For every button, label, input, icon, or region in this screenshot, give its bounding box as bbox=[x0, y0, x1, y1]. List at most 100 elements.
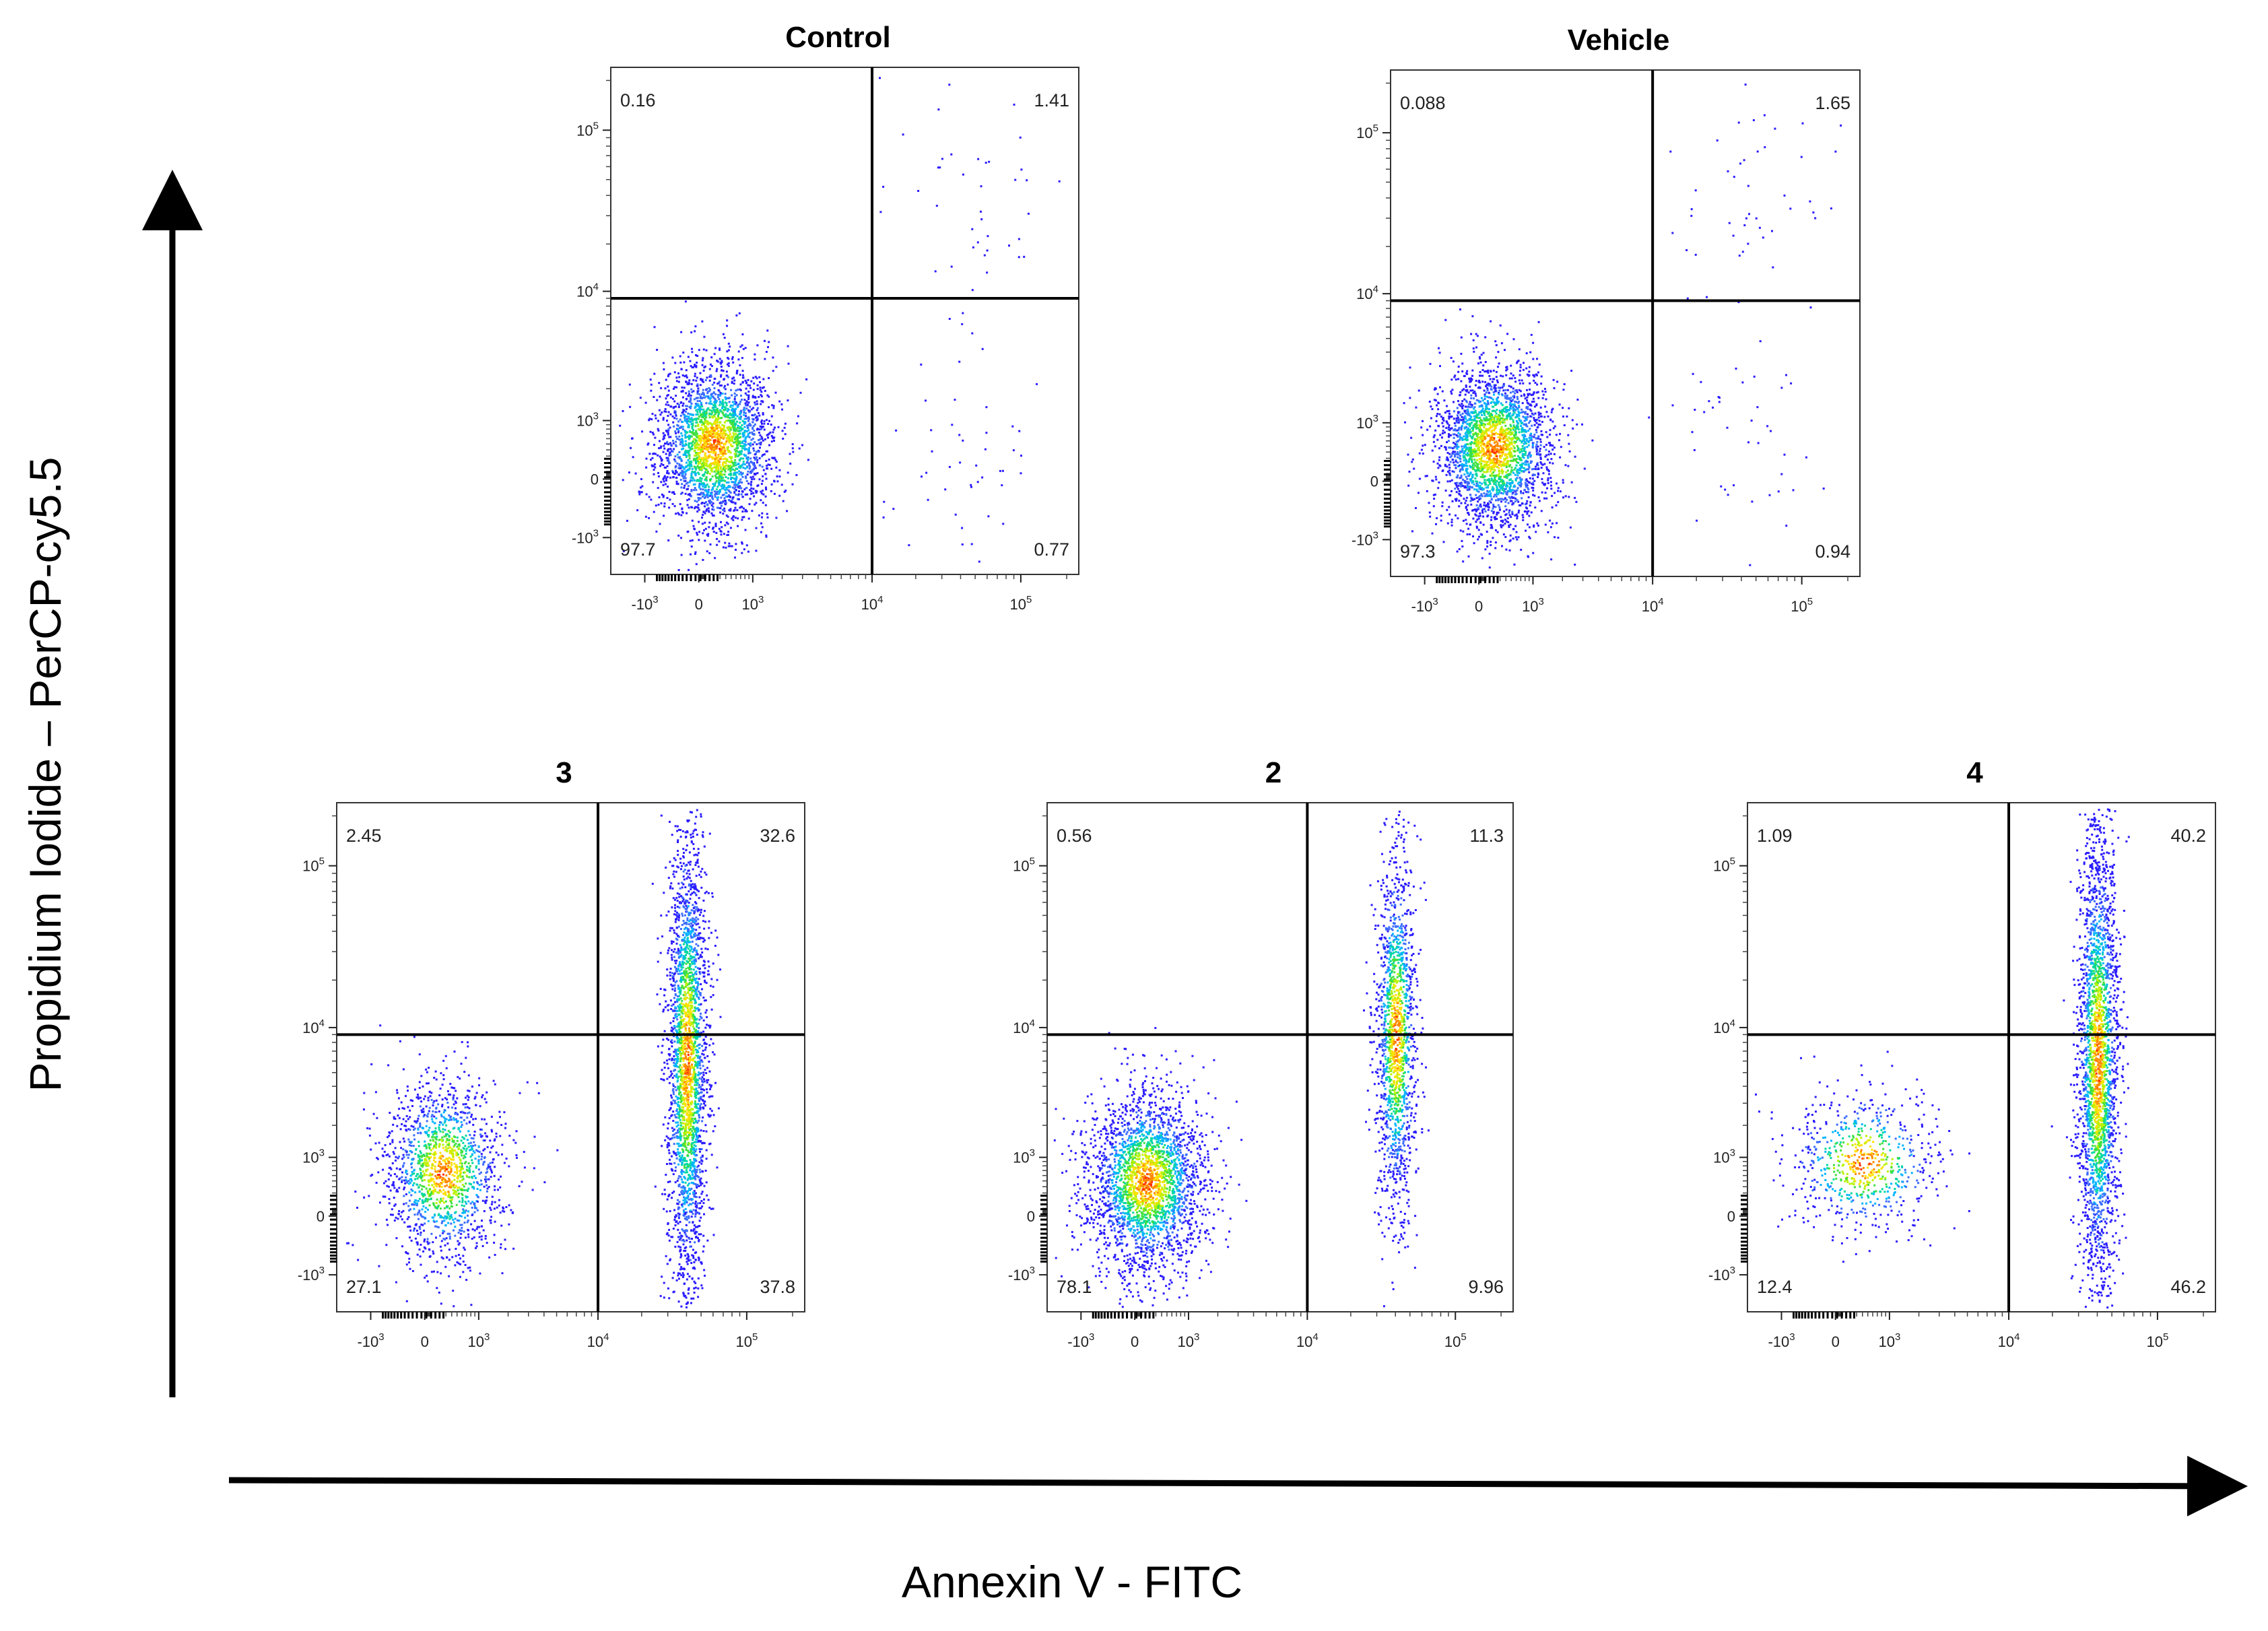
event-dot bbox=[1459, 471, 1461, 473]
event-dot bbox=[1459, 548, 1461, 550]
event-dot bbox=[678, 404, 680, 406]
event-dot bbox=[1430, 405, 1432, 407]
event-dot bbox=[749, 489, 751, 491]
event-dot bbox=[753, 450, 755, 452]
event-dot bbox=[760, 391, 762, 393]
event-dot bbox=[1548, 442, 1550, 444]
event-dot bbox=[697, 507, 699, 509]
event-dot bbox=[747, 471, 749, 473]
event-dot bbox=[679, 472, 681, 474]
event-dot bbox=[1461, 337, 1463, 339]
event-dot bbox=[708, 526, 710, 528]
event-dot bbox=[760, 387, 762, 389]
event-dot bbox=[1533, 376, 1535, 378]
event-dot bbox=[1549, 462, 1551, 464]
event-dot bbox=[1470, 479, 1472, 481]
event-dot bbox=[690, 463, 692, 465]
event-dot bbox=[1504, 430, 1506, 432]
event-dot bbox=[732, 469, 734, 471]
event-dot bbox=[716, 480, 718, 482]
event-dot bbox=[1552, 523, 1554, 525]
event-dot bbox=[1463, 399, 1465, 401]
event-dot bbox=[1018, 430, 1020, 432]
event-dot bbox=[1481, 512, 1483, 514]
event-dot bbox=[1476, 459, 1478, 461]
event-dot bbox=[962, 312, 964, 314]
event-dot bbox=[730, 457, 732, 459]
event-dot bbox=[699, 453, 701, 455]
event-dot bbox=[1460, 495, 1462, 497]
event-dot bbox=[659, 496, 661, 498]
event-dot bbox=[705, 510, 707, 512]
event-dot bbox=[694, 471, 696, 473]
event-dot bbox=[753, 389, 755, 391]
event-dot bbox=[735, 418, 737, 420]
event-dot bbox=[701, 502, 703, 504]
event-dot bbox=[1488, 392, 1490, 394]
event-dot bbox=[1513, 459, 1515, 461]
event-dot bbox=[1576, 424, 1578, 426]
quadrant-label-upper-right: 1.41 bbox=[1034, 90, 1069, 110]
event-dot bbox=[667, 497, 669, 499]
event-dot bbox=[667, 539, 669, 541]
panel-2: Vehicle0.088 1.6597.3 0.94-103 0 103 104 10510… bbox=[1352, 24, 1860, 615]
event-dot bbox=[772, 407, 774, 409]
event-dot bbox=[1465, 476, 1467, 478]
event-dot bbox=[1018, 238, 1020, 240]
event-dot bbox=[1434, 430, 1436, 432]
event-dot bbox=[747, 459, 749, 461]
event-dot bbox=[1475, 521, 1477, 523]
event-dot bbox=[651, 465, 653, 467]
event-dot bbox=[679, 362, 681, 364]
event-dot bbox=[740, 395, 742, 397]
event-dot bbox=[724, 461, 726, 463]
event-dot bbox=[766, 536, 768, 538]
event-dot bbox=[1450, 428, 1452, 430]
event-dot bbox=[1535, 429, 1537, 431]
event-dot bbox=[1403, 402, 1405, 404]
event-dot bbox=[1518, 510, 1520, 512]
event-dot bbox=[1531, 439, 1533, 441]
event-dot bbox=[741, 552, 743, 554]
event-dot bbox=[1491, 510, 1493, 512]
event-dot bbox=[718, 541, 720, 543]
event-dot bbox=[782, 500, 785, 502]
x-tick-label: 103 bbox=[741, 594, 764, 613]
event-dot bbox=[678, 569, 680, 571]
event-dot bbox=[719, 402, 721, 404]
event-dot bbox=[730, 444, 732, 446]
event-dot bbox=[720, 530, 722, 532]
event-dot bbox=[716, 473, 718, 475]
event-dot bbox=[728, 343, 730, 345]
event-dot bbox=[712, 475, 714, 477]
event-dot bbox=[1466, 439, 1468, 441]
event-dot bbox=[720, 437, 722, 439]
event-dot bbox=[746, 480, 748, 482]
event-dot bbox=[693, 489, 695, 491]
event-dot bbox=[704, 522, 706, 524]
event-dot bbox=[666, 395, 668, 397]
event-dot bbox=[652, 481, 654, 484]
event-dot bbox=[694, 528, 696, 530]
event-dot bbox=[767, 423, 769, 425]
event-dot bbox=[1535, 437, 1537, 439]
event-dot bbox=[731, 518, 733, 520]
event-dot bbox=[629, 384, 631, 386]
event-dot bbox=[703, 366, 705, 368]
event-dot bbox=[721, 430, 723, 432]
event-dot bbox=[713, 449, 715, 451]
event-dot bbox=[1481, 455, 1483, 457]
event-dot bbox=[1490, 418, 1492, 420]
event-dot bbox=[739, 459, 741, 461]
event-dot bbox=[1473, 351, 1475, 353]
event-dot bbox=[1540, 407, 1542, 409]
event-dot bbox=[695, 425, 697, 427]
event-dot bbox=[756, 461, 758, 463]
event-dot bbox=[737, 455, 739, 457]
event-dot bbox=[688, 379, 690, 381]
event-dot bbox=[1536, 523, 1538, 525]
event-dot bbox=[1404, 422, 1406, 424]
event-dot bbox=[663, 478, 665, 480]
event-dot bbox=[745, 494, 747, 496]
event-dot bbox=[716, 538, 718, 540]
